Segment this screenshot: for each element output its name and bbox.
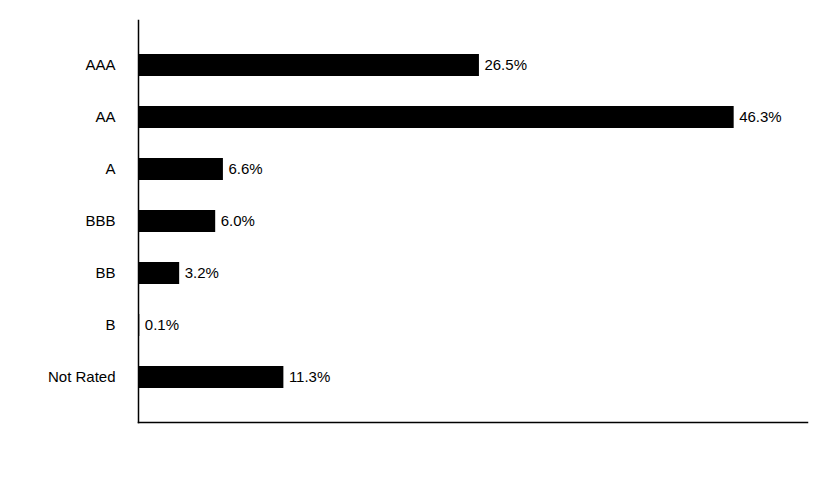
- svg-text:0.1%: 0.1%: [145, 316, 179, 333]
- svg-text:Not Rated: Not Rated: [48, 368, 116, 385]
- svg-text:B: B: [105, 316, 115, 333]
- svg-text:BB: BB: [95, 264, 115, 281]
- svg-text:A: A: [105, 160, 115, 177]
- svg-text:26.5%: 26.5%: [484, 56, 527, 73]
- svg-text:AA: AA: [95, 108, 115, 125]
- svg-text:BBB: BBB: [85, 212, 115, 229]
- svg-text:11.3%: 11.3%: [289, 368, 330, 385]
- svg-text:AAA: AAA: [85, 56, 115, 73]
- svg-text:6.0%: 6.0%: [221, 212, 255, 229]
- svg-text:6.6%: 6.6%: [228, 160, 262, 177]
- svg-text:3.2%: 3.2%: [185, 264, 219, 281]
- svg-text:46.3%: 46.3%: [739, 108, 782, 125]
